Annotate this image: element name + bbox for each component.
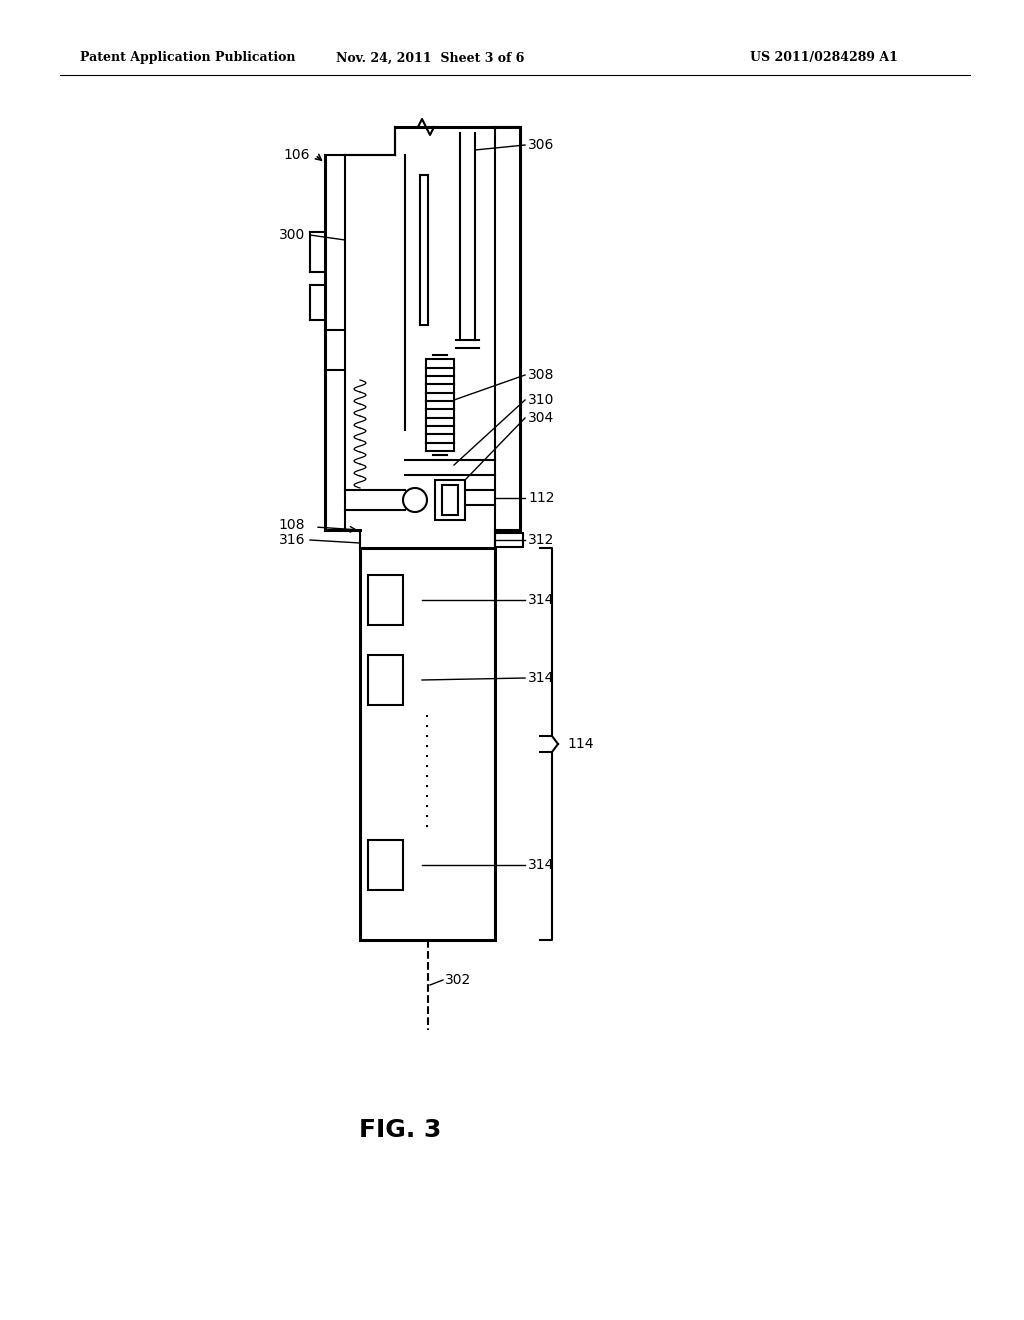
Text: 108: 108 [279, 517, 305, 532]
Text: 106: 106 [284, 148, 310, 162]
Text: 304: 304 [528, 411, 554, 425]
Text: FIG. 3: FIG. 3 [358, 1118, 441, 1142]
Text: 316: 316 [279, 533, 305, 546]
Text: 314: 314 [528, 858, 554, 873]
Text: Patent Application Publication: Patent Application Publication [80, 51, 296, 65]
Text: 314: 314 [528, 671, 554, 685]
Text: 306: 306 [528, 139, 554, 152]
Bar [435, 480, 465, 520]
Bar [368, 840, 403, 890]
Bar [442, 484, 458, 515]
Bar [495, 533, 523, 546]
Text: 308: 308 [528, 368, 554, 381]
Text: 310: 310 [528, 393, 554, 407]
Text: 114: 114 [567, 737, 594, 751]
Bar [368, 576, 403, 624]
Text: 112: 112 [528, 491, 555, 506]
Text: 314: 314 [528, 593, 554, 607]
Text: 302: 302 [445, 973, 471, 987]
Text: Nov. 24, 2011  Sheet 3 of 6: Nov. 24, 2011 Sheet 3 of 6 [336, 51, 524, 65]
Text: 300: 300 [279, 228, 305, 242]
Bar [368, 655, 403, 705]
Text: US 2011/0284289 A1: US 2011/0284289 A1 [750, 51, 898, 65]
Text: 312: 312 [528, 533, 554, 546]
